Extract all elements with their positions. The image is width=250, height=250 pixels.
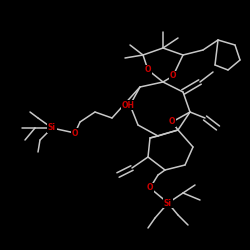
Text: O: O (170, 72, 176, 80)
Text: O: O (72, 128, 78, 138)
Text: O: O (145, 66, 151, 74)
Text: O: O (169, 118, 175, 126)
Text: Si: Si (164, 198, 172, 207)
Text: O: O (147, 184, 153, 192)
Text: Si: Si (48, 124, 56, 132)
Text: OH: OH (122, 100, 134, 110)
